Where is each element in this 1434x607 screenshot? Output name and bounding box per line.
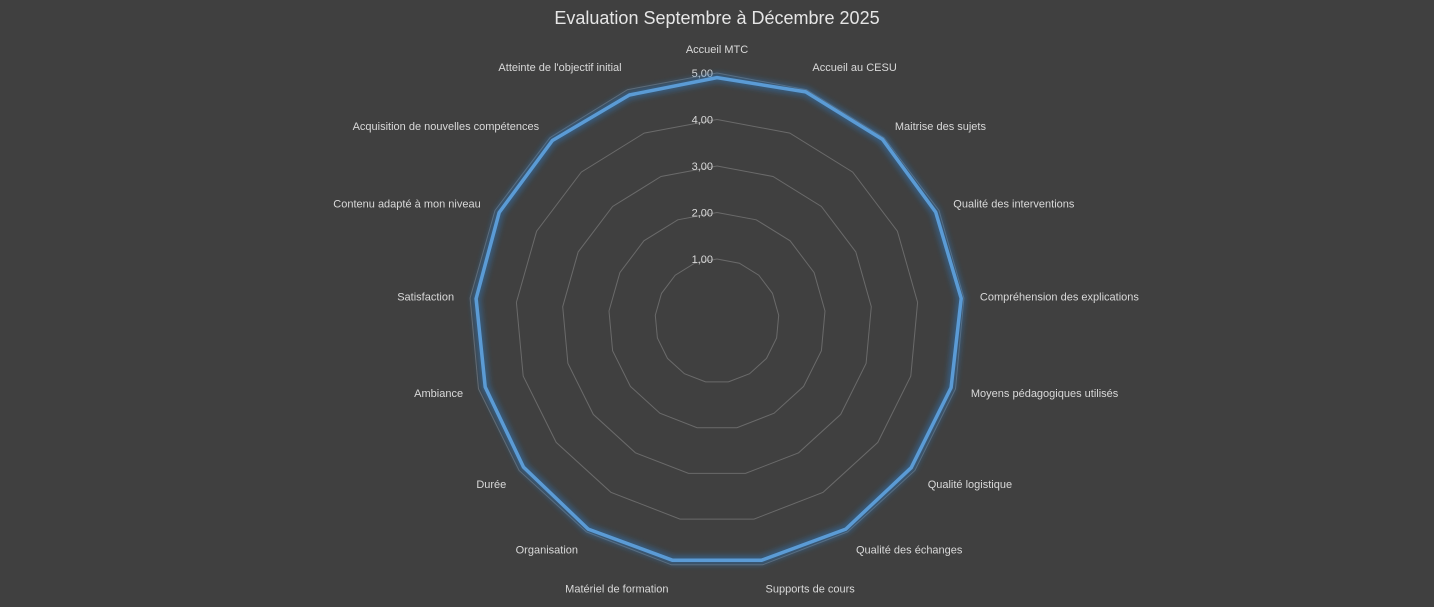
category-label: Atteinte de l'objectif initial <box>498 62 621 74</box>
category-label: Qualité des échanges <box>856 545 963 557</box>
category-label: Accueil au CESU <box>812 62 896 74</box>
radar-series <box>471 73 966 565</box>
category-label: Maitrise des sujets <box>895 121 987 133</box>
chart-title: Evaluation Septembre à Décembre 2025 <box>554 8 879 28</box>
grid-ring-2 <box>608 211 826 429</box>
category-label: Acquisition de nouvelles compétences <box>353 121 540 133</box>
grid-ring-3 <box>562 165 872 474</box>
category-label: Matériel de formation <box>565 584 668 596</box>
category-label: Satisfaction <box>397 292 454 304</box>
category-label: Ambiance <box>414 388 463 400</box>
series-line-1 <box>474 75 963 562</box>
category-label: Organisation <box>516 545 578 557</box>
tick-label: 4,00 <box>692 115 713 127</box>
category-label: Qualité logistique <box>928 479 1012 491</box>
tick-label: 2,00 <box>692 208 713 220</box>
tick-label: 3,00 <box>692 161 713 173</box>
category-label: Supports de cours <box>766 584 856 596</box>
category-label: Durée <box>476 479 506 491</box>
radial-axis-ticks: 1,002,003,004,005,00 <box>692 68 713 266</box>
category-label: Compréhension des explications <box>980 292 1139 304</box>
category-labels: Accueil MTC Accueil au CESU Maitrise des s… <box>333 44 1139 596</box>
grid-ring-1 <box>654 258 780 383</box>
category-label: Moyens pédagogiques utilisés <box>971 388 1119 400</box>
grid-ring-4 <box>515 118 919 520</box>
tick-label: 1,00 <box>692 254 713 266</box>
category-label: Qualité des interventions <box>953 198 1075 210</box>
category-label: Accueil MTC <box>686 44 748 56</box>
category-label: Contenu adapté à mon niveau <box>333 198 480 210</box>
